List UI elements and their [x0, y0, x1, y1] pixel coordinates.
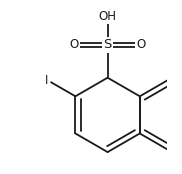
Text: S: S [103, 38, 112, 52]
Text: O: O [70, 38, 79, 52]
Text: O: O [136, 38, 145, 52]
Text: I: I [45, 74, 48, 87]
Text: OH: OH [99, 10, 117, 23]
